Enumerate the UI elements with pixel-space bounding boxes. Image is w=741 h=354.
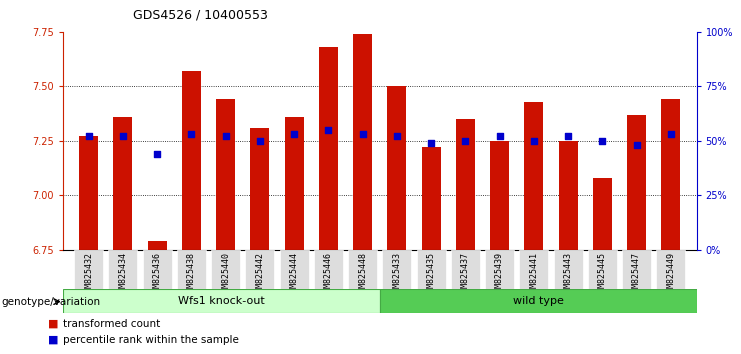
Text: GSM825433: GSM825433 bbox=[393, 251, 402, 297]
Text: GSM825444: GSM825444 bbox=[290, 251, 299, 297]
Bar bbox=[622, 250, 651, 289]
Bar bbox=[519, 250, 548, 289]
Point bbox=[562, 133, 574, 139]
Point bbox=[494, 133, 505, 139]
Bar bbox=[353, 34, 372, 250]
Point bbox=[391, 133, 403, 139]
Text: GSM825442: GSM825442 bbox=[256, 251, 265, 297]
Bar bbox=[593, 178, 612, 250]
Bar bbox=[559, 141, 577, 250]
Bar bbox=[216, 99, 235, 250]
Point bbox=[151, 151, 163, 156]
Text: GSM825439: GSM825439 bbox=[495, 251, 504, 297]
Bar bbox=[285, 117, 304, 250]
Bar bbox=[388, 86, 406, 250]
Bar bbox=[627, 115, 646, 250]
Bar bbox=[147, 241, 167, 250]
Point bbox=[597, 138, 608, 143]
Point bbox=[117, 133, 129, 139]
Text: Wfs1 knock-out: Wfs1 knock-out bbox=[178, 296, 265, 306]
Text: GSM825434: GSM825434 bbox=[119, 251, 127, 297]
Bar bbox=[74, 250, 103, 289]
Text: genotype/variation: genotype/variation bbox=[1, 297, 101, 307]
Bar bbox=[177, 250, 206, 289]
Bar bbox=[456, 119, 475, 250]
Text: GSM825432: GSM825432 bbox=[84, 251, 93, 297]
Bar bbox=[250, 128, 269, 250]
Bar bbox=[416, 250, 445, 289]
Text: GSM825441: GSM825441 bbox=[529, 251, 539, 297]
Text: GSM825447: GSM825447 bbox=[632, 251, 641, 297]
Point bbox=[322, 127, 334, 133]
Point bbox=[459, 138, 471, 143]
Text: GSM825436: GSM825436 bbox=[153, 251, 162, 297]
Bar bbox=[662, 99, 680, 250]
Bar bbox=[588, 250, 617, 289]
Point bbox=[83, 133, 95, 139]
Text: GSM825440: GSM825440 bbox=[221, 251, 230, 297]
Point bbox=[220, 133, 232, 139]
Bar bbox=[79, 136, 98, 250]
Bar bbox=[348, 250, 377, 289]
Bar bbox=[319, 47, 338, 250]
Text: GSM825435: GSM825435 bbox=[427, 251, 436, 297]
Text: GDS4526 / 10400553: GDS4526 / 10400553 bbox=[133, 9, 268, 22]
Bar bbox=[211, 250, 240, 289]
Text: ■: ■ bbox=[48, 335, 59, 344]
Bar bbox=[525, 102, 543, 250]
Point bbox=[631, 142, 642, 148]
Point bbox=[185, 131, 197, 137]
Bar bbox=[245, 250, 274, 289]
Point bbox=[288, 131, 300, 137]
Bar bbox=[451, 250, 480, 289]
Bar bbox=[554, 250, 582, 289]
Text: GSM825446: GSM825446 bbox=[324, 251, 333, 297]
Text: transformed count: transformed count bbox=[63, 319, 160, 329]
Text: GSM825449: GSM825449 bbox=[666, 251, 675, 297]
Point bbox=[425, 140, 437, 146]
Bar bbox=[108, 250, 138, 289]
Bar bbox=[485, 250, 514, 289]
Bar bbox=[314, 250, 343, 289]
Bar bbox=[657, 250, 685, 289]
Bar bbox=[379, 289, 697, 313]
Text: GSM825445: GSM825445 bbox=[598, 251, 607, 297]
Point bbox=[254, 138, 266, 143]
Text: GSM825437: GSM825437 bbox=[461, 251, 470, 297]
Text: GSM825443: GSM825443 bbox=[564, 251, 573, 297]
Point bbox=[665, 131, 677, 137]
Bar bbox=[182, 71, 201, 250]
Bar bbox=[279, 250, 309, 289]
Bar bbox=[63, 289, 379, 313]
Text: GSM825438: GSM825438 bbox=[187, 251, 196, 297]
Bar bbox=[113, 117, 133, 250]
Bar bbox=[491, 141, 509, 250]
Text: percentile rank within the sample: percentile rank within the sample bbox=[63, 335, 239, 344]
Text: GSM825448: GSM825448 bbox=[358, 251, 367, 297]
Text: ■: ■ bbox=[48, 319, 59, 329]
Bar bbox=[142, 250, 172, 289]
Point bbox=[356, 131, 368, 137]
Bar bbox=[422, 147, 441, 250]
Point bbox=[528, 138, 539, 143]
Text: wild type: wild type bbox=[513, 296, 564, 306]
Bar bbox=[382, 250, 411, 289]
